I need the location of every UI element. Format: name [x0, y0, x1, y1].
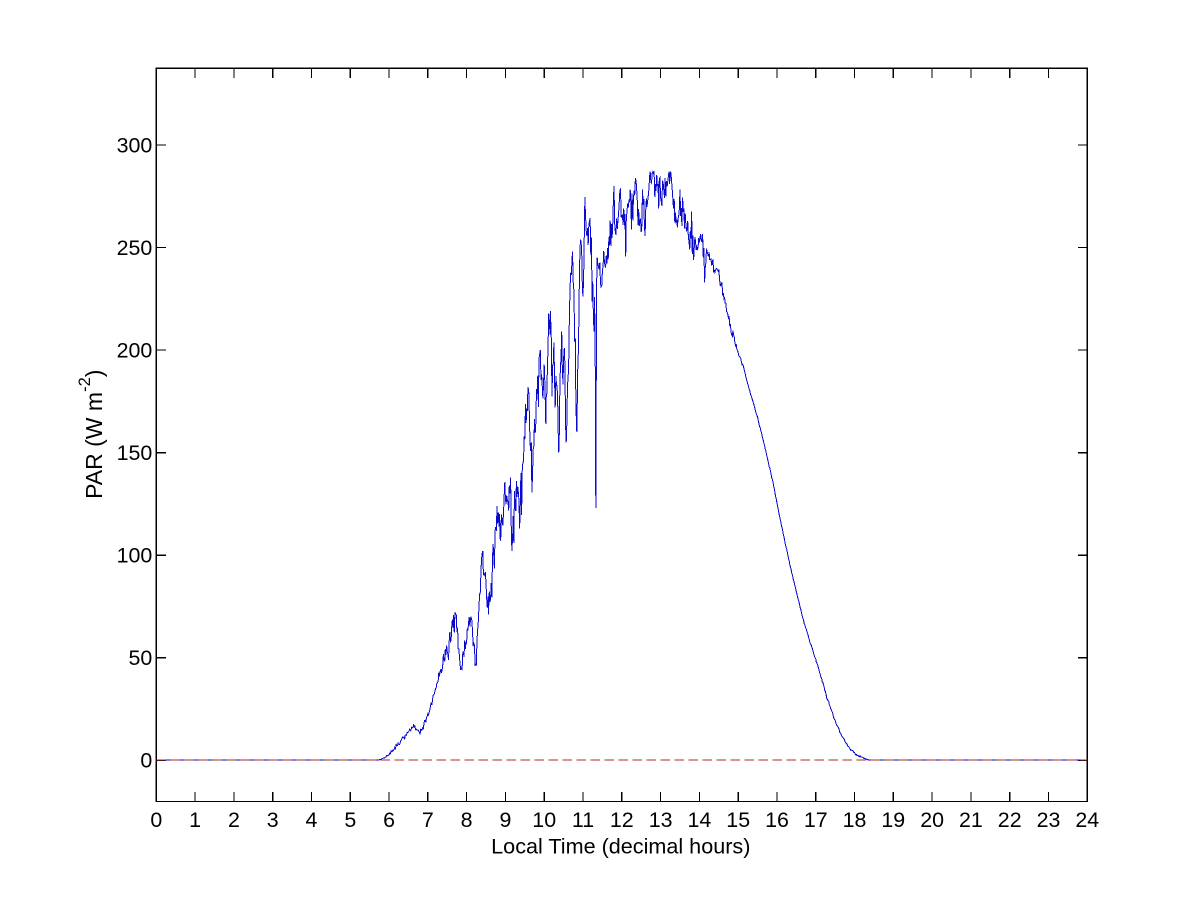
svg-text:15: 15 — [726, 808, 750, 832]
svg-text:8: 8 — [461, 808, 473, 832]
svg-text:23: 23 — [1037, 808, 1061, 832]
svg-text:Local Time (decimal hours): Local Time (decimal hours) — [491, 833, 750, 858]
svg-text:0: 0 — [140, 748, 152, 772]
svg-text:12: 12 — [610, 808, 634, 832]
svg-text:0: 0 — [150, 808, 162, 832]
svg-text:24: 24 — [1075, 808, 1099, 832]
svg-text:11: 11 — [572, 808, 594, 832]
svg-text:250: 250 — [117, 236, 153, 260]
svg-text:3: 3 — [267, 808, 279, 832]
svg-text:5: 5 — [344, 808, 356, 832]
svg-text:100: 100 — [117, 543, 153, 567]
svg-text:13: 13 — [649, 808, 673, 832]
svg-text:18: 18 — [843, 808, 867, 832]
svg-text:14: 14 — [688, 808, 712, 832]
svg-text:17: 17 — [804, 808, 828, 832]
svg-text:PAR (W m-2): PAR (W m-2) — [76, 370, 107, 499]
svg-text:19: 19 — [881, 808, 905, 832]
svg-text:7: 7 — [422, 808, 434, 832]
svg-text:10: 10 — [532, 808, 556, 832]
svg-text:6: 6 — [383, 808, 395, 832]
svg-text:1: 1 — [189, 808, 201, 832]
svg-text:9: 9 — [499, 808, 511, 832]
svg-text:150: 150 — [117, 441, 153, 465]
svg-text:16: 16 — [765, 808, 789, 832]
svg-text:200: 200 — [117, 338, 153, 362]
svg-text:2: 2 — [228, 808, 240, 832]
svg-text:4: 4 — [306, 808, 318, 832]
svg-text:50: 50 — [129, 646, 153, 670]
svg-text:300: 300 — [117, 133, 153, 157]
svg-text:21: 21 — [959, 808, 983, 832]
svg-text:22: 22 — [998, 808, 1022, 832]
svg-text:20: 20 — [920, 808, 944, 832]
